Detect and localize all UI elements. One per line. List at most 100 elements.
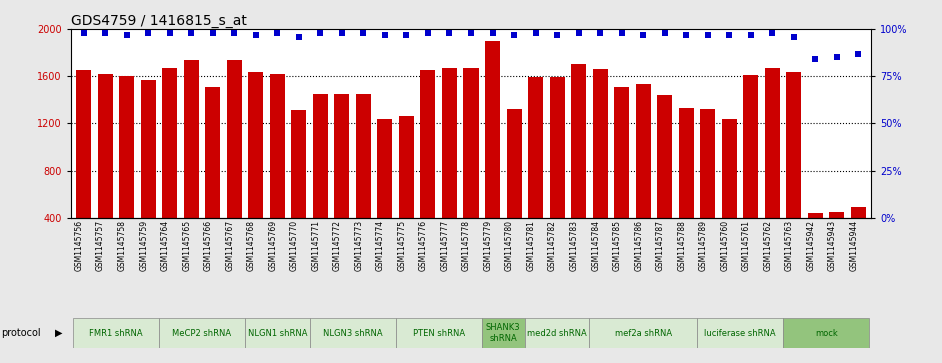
Text: GSM1145779: GSM1145779 xyxy=(483,220,493,271)
Point xyxy=(162,30,177,36)
Bar xyxy=(398,116,414,265)
Point xyxy=(593,30,608,36)
Point xyxy=(334,30,349,36)
Bar xyxy=(378,119,393,265)
Text: GSM1145759: GSM1145759 xyxy=(139,220,148,271)
Bar xyxy=(310,318,396,348)
Text: mef2a shRNA: mef2a shRNA xyxy=(614,329,672,338)
Bar xyxy=(787,72,802,265)
Text: GSM1145785: GSM1145785 xyxy=(612,220,622,271)
Bar xyxy=(249,72,264,265)
Text: GSM1145756: GSM1145756 xyxy=(74,220,84,271)
Text: GSM1145782: GSM1145782 xyxy=(548,220,557,271)
Text: GSM1145784: GSM1145784 xyxy=(592,220,600,271)
Point xyxy=(787,34,802,40)
Text: GSM1145772: GSM1145772 xyxy=(333,220,342,271)
Point xyxy=(378,32,393,38)
Text: GSM1145942: GSM1145942 xyxy=(806,220,816,271)
Text: GSM1145778: GSM1145778 xyxy=(462,220,471,271)
Point xyxy=(184,30,199,36)
Bar xyxy=(590,318,697,348)
Bar xyxy=(549,77,564,265)
Bar xyxy=(528,77,544,265)
Bar xyxy=(73,318,159,348)
Text: mock: mock xyxy=(815,329,837,338)
Point xyxy=(227,30,242,36)
Point xyxy=(851,51,866,57)
Bar xyxy=(697,318,783,348)
Bar xyxy=(636,85,651,265)
Point xyxy=(291,34,306,40)
Text: GDS4759 / 1416815_s_at: GDS4759 / 1416815_s_at xyxy=(71,14,247,28)
Bar xyxy=(481,318,525,348)
Text: GSM1145763: GSM1145763 xyxy=(785,220,794,271)
Point xyxy=(743,32,758,38)
Point xyxy=(249,32,264,38)
Point xyxy=(829,54,844,60)
Bar xyxy=(571,65,586,265)
Text: GSM1145781: GSM1145781 xyxy=(527,220,536,271)
Text: ▶: ▶ xyxy=(55,328,62,338)
Point xyxy=(528,30,544,36)
Bar xyxy=(140,80,155,265)
Text: GSM1145771: GSM1145771 xyxy=(311,220,320,271)
Point xyxy=(507,32,522,38)
Point xyxy=(356,30,371,36)
Point xyxy=(614,30,629,36)
Bar xyxy=(269,74,284,265)
Text: GSM1145777: GSM1145777 xyxy=(441,220,449,271)
Text: GSM1145786: GSM1145786 xyxy=(634,220,643,271)
Text: GSM1145787: GSM1145787 xyxy=(656,220,665,271)
Bar xyxy=(159,318,245,348)
Text: GSM1145757: GSM1145757 xyxy=(96,220,106,271)
Text: SHANK3
shRNA: SHANK3 shRNA xyxy=(486,323,521,343)
Bar xyxy=(334,94,349,265)
Bar xyxy=(205,87,220,265)
Point xyxy=(269,30,284,36)
Point xyxy=(700,32,715,38)
Bar xyxy=(851,207,866,265)
Bar xyxy=(722,119,737,265)
Text: GSM1145944: GSM1145944 xyxy=(850,220,858,271)
Point xyxy=(420,30,435,36)
Point xyxy=(808,56,823,62)
Point xyxy=(76,30,91,36)
Point xyxy=(571,30,586,36)
Text: GSM1145764: GSM1145764 xyxy=(161,220,170,271)
Bar xyxy=(783,318,869,348)
Bar xyxy=(245,318,310,348)
Bar xyxy=(765,68,780,265)
Text: GSM1145761: GSM1145761 xyxy=(741,220,751,271)
Bar xyxy=(614,87,629,265)
Text: GSM1145767: GSM1145767 xyxy=(225,220,235,271)
Text: PTEN shRNA: PTEN shRNA xyxy=(413,329,464,338)
Bar xyxy=(700,109,715,265)
Point xyxy=(485,30,500,36)
Text: GSM1145774: GSM1145774 xyxy=(376,220,385,271)
Bar xyxy=(227,60,242,265)
Bar xyxy=(658,95,673,265)
Text: MeCP2 shRNA: MeCP2 shRNA xyxy=(172,329,232,338)
Text: GSM1145789: GSM1145789 xyxy=(699,220,707,271)
Point xyxy=(722,32,737,38)
Text: GSM1145776: GSM1145776 xyxy=(419,220,428,271)
Point xyxy=(549,32,564,38)
Bar xyxy=(356,94,371,265)
Point xyxy=(119,32,134,38)
Text: GSM1145775: GSM1145775 xyxy=(398,220,406,271)
Bar xyxy=(678,108,693,265)
Text: GSM1145788: GSM1145788 xyxy=(677,220,686,271)
Text: GSM1145765: GSM1145765 xyxy=(182,220,191,271)
Bar xyxy=(463,68,479,265)
Point xyxy=(98,30,113,36)
Bar xyxy=(507,109,522,265)
Text: luciferase shRNA: luciferase shRNA xyxy=(705,329,776,338)
Text: GSM1145769: GSM1145769 xyxy=(268,220,277,271)
Bar xyxy=(593,69,608,265)
Bar xyxy=(485,41,500,265)
Bar xyxy=(829,212,844,265)
Text: NLGN3 shRNA: NLGN3 shRNA xyxy=(323,329,382,338)
Point xyxy=(140,30,155,36)
Text: med2d shRNA: med2d shRNA xyxy=(528,329,587,338)
Text: GSM1145766: GSM1145766 xyxy=(203,220,213,271)
